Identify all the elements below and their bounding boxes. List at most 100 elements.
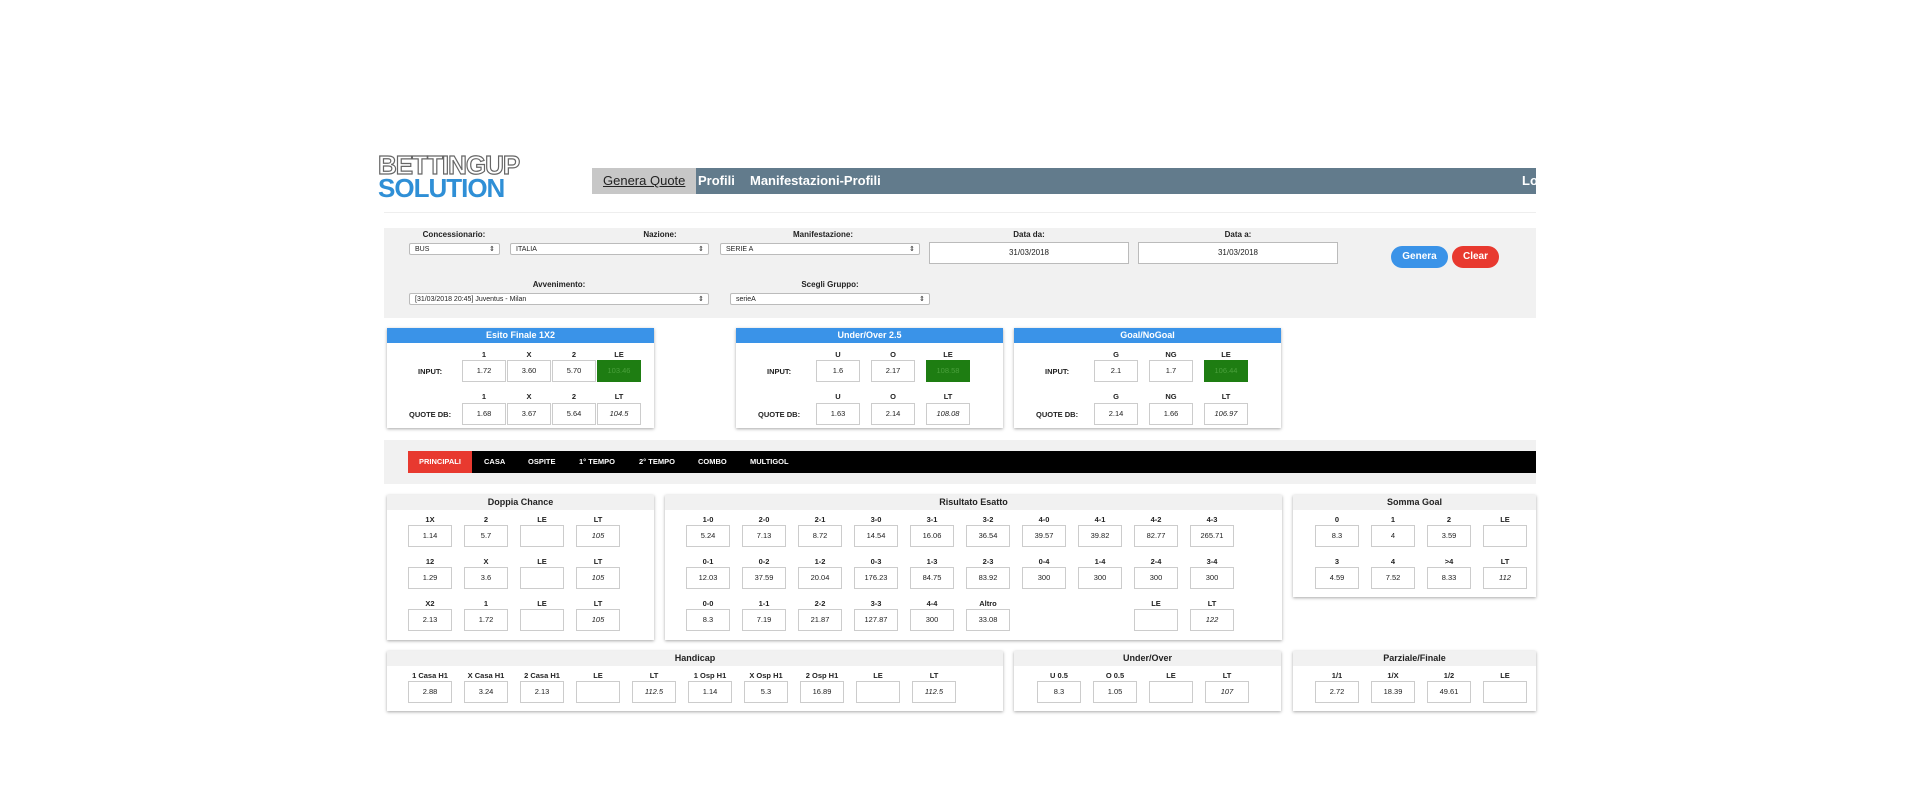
avvenimento-label: Avvenimento: [532, 280, 586, 289]
input-2[interactable]: 5.70 [552, 360, 596, 382]
market-value[interactable]: 4.59 [1315, 567, 1359, 589]
market-value[interactable]: 3.24 [464, 681, 508, 703]
market-value[interactable]: 3.59 [1427, 525, 1471, 547]
market-value[interactable]: 8.33 [1427, 567, 1471, 589]
market-value[interactable]: 5.7 [464, 525, 508, 547]
market-value[interactable]: 2.72 [1315, 681, 1359, 703]
db-u: 1.63 [816, 403, 860, 425]
nav-tab-logout[interactable]: Lo [1522, 173, 1538, 188]
market-value[interactable]: 7.19 [742, 609, 786, 631]
quote-db-label: QUOTE DB: [758, 410, 801, 419]
market-value[interactable]: 300 [1190, 567, 1234, 589]
col-head: LE [614, 350, 624, 359]
market-head: LE [1500, 671, 1510, 680]
market-value[interactable]: 8.72 [798, 525, 842, 547]
market-value[interactable]: 5.3 [744, 681, 788, 703]
card-title: Handicap [387, 651, 1003, 666]
nav-tab-genera-quote[interactable]: Genera Quote [592, 168, 697, 194]
market-head: 1 [1390, 515, 1396, 524]
input-1[interactable]: 1.72 [462, 360, 506, 382]
tab-ospite[interactable]: OSPITE [528, 457, 556, 466]
tab-primo-tempo[interactable]: 1° TEMPO [579, 457, 615, 466]
market-head: 4-3 [1206, 515, 1218, 524]
market-value[interactable]: 7.52 [1371, 567, 1415, 589]
market-value[interactable]: 18.39 [1371, 681, 1415, 703]
card-title: Parziale/Finale [1293, 651, 1536, 666]
market-value[interactable]: 300 [1078, 567, 1122, 589]
col-head: X [526, 350, 532, 359]
market-value[interactable]: 1.14 [408, 525, 452, 547]
tab-secondo-tempo[interactable]: 2° TEMPO [639, 457, 675, 466]
market-value[interactable]: 21.87 [798, 609, 842, 631]
market-value[interactable]: 49.61 [1427, 681, 1471, 703]
market-value[interactable]: 265.71 [1190, 525, 1234, 547]
market-value[interactable]: 16.06 [910, 525, 954, 547]
nazione-select[interactable]: ITALIA ⇕ [510, 243, 709, 255]
market-value[interactable]: 127.87 [854, 609, 898, 631]
input-label: INPUT: [767, 367, 792, 376]
market-value[interactable]: 84.75 [910, 567, 954, 589]
market-head: 1 [483, 599, 489, 608]
market-value[interactable]: 1.29 [408, 567, 452, 589]
tab-principali[interactable]: PRINCIPALI [408, 451, 472, 473]
gruppo-select[interactable]: serieA ⇕ [730, 293, 930, 305]
market-head: LE [537, 557, 547, 566]
market-value[interactable]: 12.03 [686, 567, 730, 589]
market-value[interactable]: 16.89 [800, 681, 844, 703]
market-value[interactable]: 4 [1371, 525, 1415, 547]
market-value[interactable]: 14.54 [854, 525, 898, 547]
input-u[interactable]: 1.6 [816, 360, 860, 382]
market-head: 0-1 [702, 557, 714, 566]
market-value[interactable]: 300 [910, 609, 954, 631]
market-value[interactable]: 8.3 [1315, 525, 1359, 547]
market-value[interactable]: 2.88 [408, 681, 452, 703]
nav-tab-profili[interactable]: Profili [698, 173, 735, 188]
market-value[interactable]: 8.3 [1037, 681, 1081, 703]
market-value[interactable]: 7.13 [742, 525, 786, 547]
avvenimento-select[interactable]: [31/03/2018 20:45] Juventus - Milan ⇕ [409, 293, 709, 305]
market-value[interactable]: 2.13 [408, 609, 452, 631]
market-value[interactable]: 20.04 [798, 567, 842, 589]
market-head: LE [1166, 671, 1176, 680]
market-value[interactable]: 5.24 [686, 525, 730, 547]
market-head: 3-4 [1206, 557, 1218, 566]
input-ng[interactable]: 1.7 [1149, 360, 1193, 382]
data-da-input[interactable]: 31/03/2018 [929, 242, 1129, 264]
market-value[interactable]: 176.23 [854, 567, 898, 589]
market-value[interactable]: 1.72 [464, 609, 508, 631]
market-value[interactable]: 82.77 [1134, 525, 1178, 547]
input-g[interactable]: 2.1 [1094, 360, 1138, 382]
market-value[interactable]: 83.92 [966, 567, 1010, 589]
clear-button[interactable]: Clear [1452, 246, 1499, 268]
manifestazione-select[interactable]: SERIE A ⇕ [720, 243, 920, 255]
input-o[interactable]: 2.17 [871, 360, 915, 382]
market-value[interactable]: 37.59 [742, 567, 786, 589]
concessionario-select[interactable]: BUS ⇕ [409, 243, 500, 255]
market-value[interactable]: 1.05 [1093, 681, 1137, 703]
market-head: LT [649, 671, 659, 680]
tab-multigol[interactable]: MULTIGOL [750, 457, 789, 466]
tab-combo[interactable]: COMBO [698, 457, 727, 466]
nav-tab-manifestazioni-profili[interactable]: Manifestazioni-Profili [750, 173, 881, 188]
market-value[interactable]: 300 [1022, 567, 1066, 589]
data-a-input[interactable]: 31/03/2018 [1138, 242, 1338, 264]
col-head: LE [943, 350, 953, 359]
market-value[interactable]: 33.08 [966, 609, 1010, 631]
market-value[interactable]: 1.14 [688, 681, 732, 703]
db-lt: 104.5 [597, 403, 641, 425]
tab-casa[interactable]: CASA [484, 457, 506, 466]
market-value[interactable]: 36.54 [966, 525, 1010, 547]
card-title: Under/Over [1014, 651, 1281, 666]
market-value[interactable]: 8.3 [686, 609, 730, 631]
market-value[interactable]: 39.57 [1022, 525, 1066, 547]
input-x[interactable]: 3.60 [507, 360, 551, 382]
market-value[interactable]: 39.82 [1078, 525, 1122, 547]
genera-button[interactable]: Genera [1391, 246, 1448, 268]
db-1: 1.68 [462, 403, 506, 425]
market-value[interactable]: 300 [1134, 567, 1178, 589]
market-value [1483, 525, 1527, 547]
market-value[interactable]: 2.13 [520, 681, 564, 703]
market-head: 1-0 [702, 515, 714, 524]
market-value [1483, 681, 1527, 703]
market-value[interactable]: 3.6 [464, 567, 508, 589]
